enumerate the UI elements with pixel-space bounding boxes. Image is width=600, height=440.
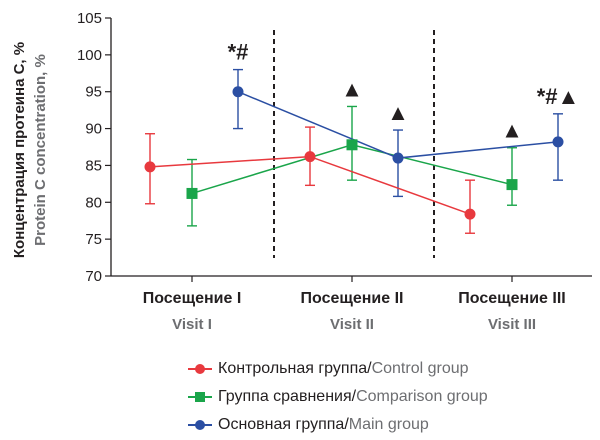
- y-tick-label: 105: [77, 10, 102, 27]
- y-tick-label: 90: [85, 121, 102, 138]
- x-categories: Посещение I Visit I Посещение II Visit II По…: [143, 290, 566, 333]
- data-point-control: [304, 151, 316, 163]
- data-point-comparison: [186, 187, 198, 199]
- data-point-control: [144, 161, 156, 173]
- legend-label-ru: Контрольная группа: [218, 360, 368, 377]
- legend-label-en: Comparison group: [356, 388, 488, 405]
- legend-label-ru: Группа сравнения: [218, 388, 352, 405]
- y-axis-label-ru: Концентрация протеина C, %: [11, 42, 28, 258]
- y-tick-label: 70: [85, 268, 102, 285]
- data-point-comparison: [506, 179, 518, 191]
- category-label-en: Visit III: [488, 316, 536, 333]
- y-tick-label: 100: [77, 47, 102, 64]
- legend-separator: /: [344, 416, 349, 433]
- category-label-en: Visit II: [330, 316, 374, 333]
- legend-label-ru: Основная группа: [218, 416, 345, 433]
- category-label-en: Visit I: [172, 316, 212, 333]
- y-tick-label: 75: [85, 231, 102, 248]
- significance-mark: ▲: [387, 100, 409, 125]
- legend-item-comparison: Группа сравнения / Comparison group: [188, 383, 488, 411]
- data-point-main: [232, 86, 244, 98]
- data-point-main: [392, 152, 404, 164]
- legend: Контрольная группа / Control group Групп…: [188, 355, 488, 439]
- legend-label-en: Control group: [371, 360, 469, 377]
- significance-annotations: *#▲▲▲*#▲: [228, 40, 580, 143]
- legend-marker-comparison: [188, 390, 212, 404]
- category-label-ru: Посещение I: [143, 290, 242, 307]
- significance-mark: *#: [228, 40, 249, 65]
- significance-mark: ▲: [341, 76, 363, 101]
- legend-marker-main: [188, 418, 212, 432]
- y-tick-label: 80: [85, 194, 102, 211]
- legend-item-main: Основная группа / Main group: [188, 411, 488, 439]
- data-points: [144, 86, 564, 220]
- y-axis-label-en: Protein C concentration, %: [32, 54, 49, 246]
- data-point-control: [464, 208, 476, 220]
- y-tick-label: 95: [85, 84, 102, 101]
- legend-marker-control: [188, 362, 212, 376]
- y-ticks: 70 75 80 85 90 95 100 105: [77, 10, 111, 285]
- chart-axes: [110, 18, 592, 282]
- visit-dividers: [273, 30, 435, 258]
- category-label-ru: Посещение III: [458, 290, 565, 307]
- legend-item-control: Контрольная группа / Control group: [188, 355, 488, 383]
- legend-label-en: Main group: [348, 416, 429, 433]
- data-point-comparison: [346, 139, 358, 151]
- y-axis-label: Концентрация протеина C, % Protein C con…: [11, 42, 49, 258]
- category-label-ru: Посещение II: [301, 290, 404, 307]
- significance-mark: *#▲: [537, 84, 580, 109]
- significance-mark: ▲: [501, 118, 523, 143]
- legend-separator: /: [351, 388, 357, 405]
- data-point-main: [552, 136, 564, 148]
- legend-separator: /: [367, 360, 372, 377]
- y-tick-label: 85: [85, 157, 102, 174]
- series-lines: [149, 91, 559, 215]
